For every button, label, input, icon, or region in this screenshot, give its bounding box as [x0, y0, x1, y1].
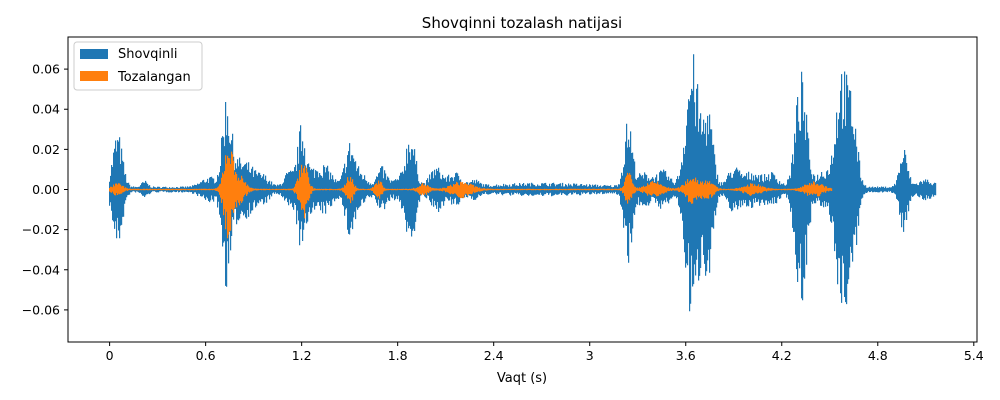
legend-label-shovqinli: Shovqinli: [118, 47, 177, 62]
y-tick-label: 0.02: [32, 142, 60, 157]
legend-label-tozalangan: Tozalangan: [117, 70, 191, 85]
x-tick-label: 4.2: [772, 348, 792, 363]
x-axis-label: Vaqt (s): [497, 371, 547, 386]
x-tick-label: 0: [106, 348, 114, 363]
y-axis: 0.06 0.04 0.02 0.00 −0.02 −0.04 −0.06: [22, 62, 68, 317]
x-tick-label: 5.4: [964, 348, 984, 363]
legend-swatch-tozalangan: [80, 71, 108, 81]
legend-swatch-shovqinli: [80, 49, 108, 59]
legend: Shovqinli Tozalangan: [73, 41, 203, 91]
series-tozalangan-waveform: [109, 151, 833, 239]
x-tick-label: 0.6: [196, 348, 216, 363]
x-tick-label: 3: [586, 348, 594, 363]
y-tick-label: −0.02: [22, 222, 60, 237]
y-tick-label: −0.06: [22, 302, 60, 317]
y-tick-label: 0.06: [32, 62, 60, 77]
x-tick-label: 4.8: [868, 348, 888, 363]
x-tick-label: 1.8: [388, 348, 408, 363]
series-layer: [109, 54, 937, 312]
plot-area: [67, 36, 978, 343]
x-tick-label: 2.4: [484, 348, 504, 363]
y-tick-label: 0.00: [32, 182, 60, 197]
y-tick-label: −0.04: [22, 262, 60, 277]
x-tick-label: 3.6: [676, 348, 696, 363]
x-tick-label: 1.2: [292, 348, 312, 363]
y-tick-label: 0.04: [32, 102, 60, 117]
x-axis: 0 0.6 1.2 1.8 2.4 3 3.6 4.2 4.8 5.4: [106, 342, 984, 363]
chart-title: Shovqinni tozalash natijasi: [422, 14, 622, 32]
